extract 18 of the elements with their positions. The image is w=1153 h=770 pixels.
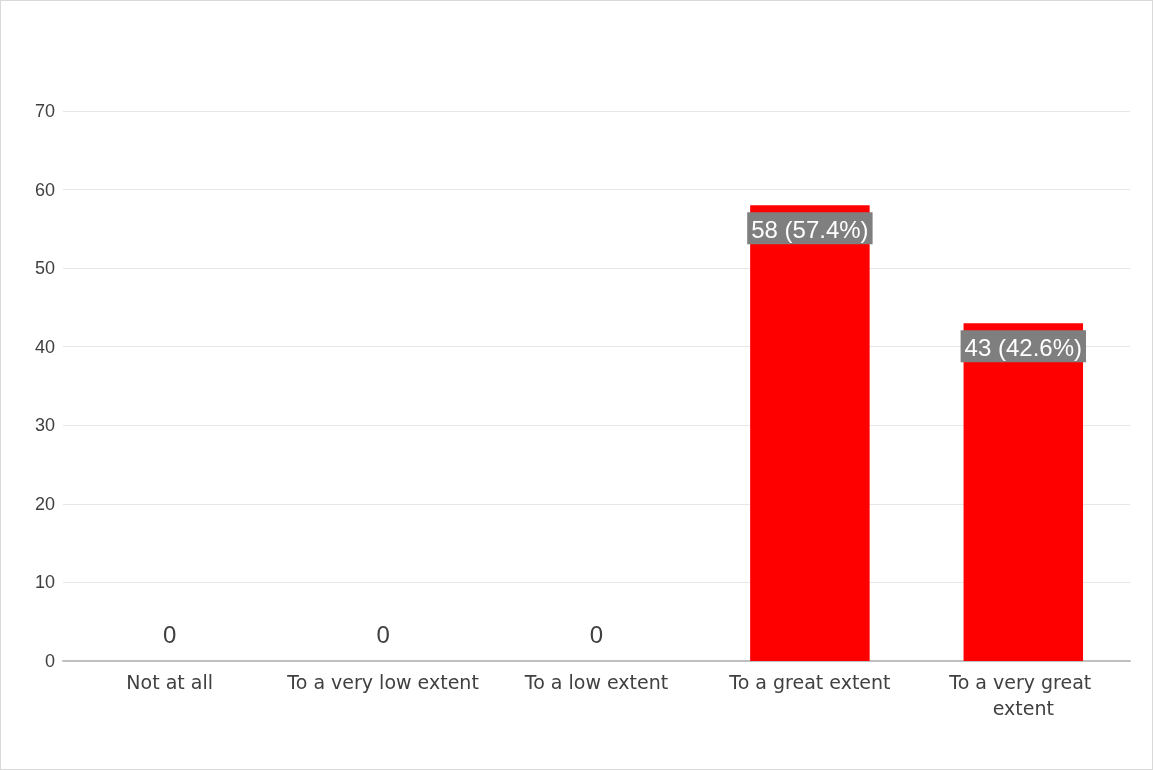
data-label: 0 — [589, 620, 604, 648]
y-tick-label: 70 — [34, 101, 55, 121]
data-label: 0 — [163, 620, 177, 648]
y-tick-label: 10 — [34, 572, 55, 593]
y-tick-label: 30 — [34, 415, 55, 436]
y-tick-label: 60 — [34, 179, 55, 200]
y-tick-label: 40 — [34, 336, 55, 357]
x-tick-label: To a very great extent — [948, 671, 1098, 719]
y-tick-label: 0 — [44, 651, 55, 671]
y-tick-label: 20 — [34, 493, 55, 514]
x-tick-label: To a low extent — [523, 671, 669, 693]
x-tick-label: To a great extent — [728, 671, 891, 693]
data-label: 43 (42.6%) — [964, 333, 1082, 361]
data-label: 58 (57.4%) — [751, 215, 869, 243]
y-tick-label: 50 — [34, 258, 55, 279]
x-tick-label: To a very low extent — [286, 671, 479, 693]
data-label: 0 — [376, 620, 390, 648]
x-tick-label: Not at all — [126, 671, 214, 693]
